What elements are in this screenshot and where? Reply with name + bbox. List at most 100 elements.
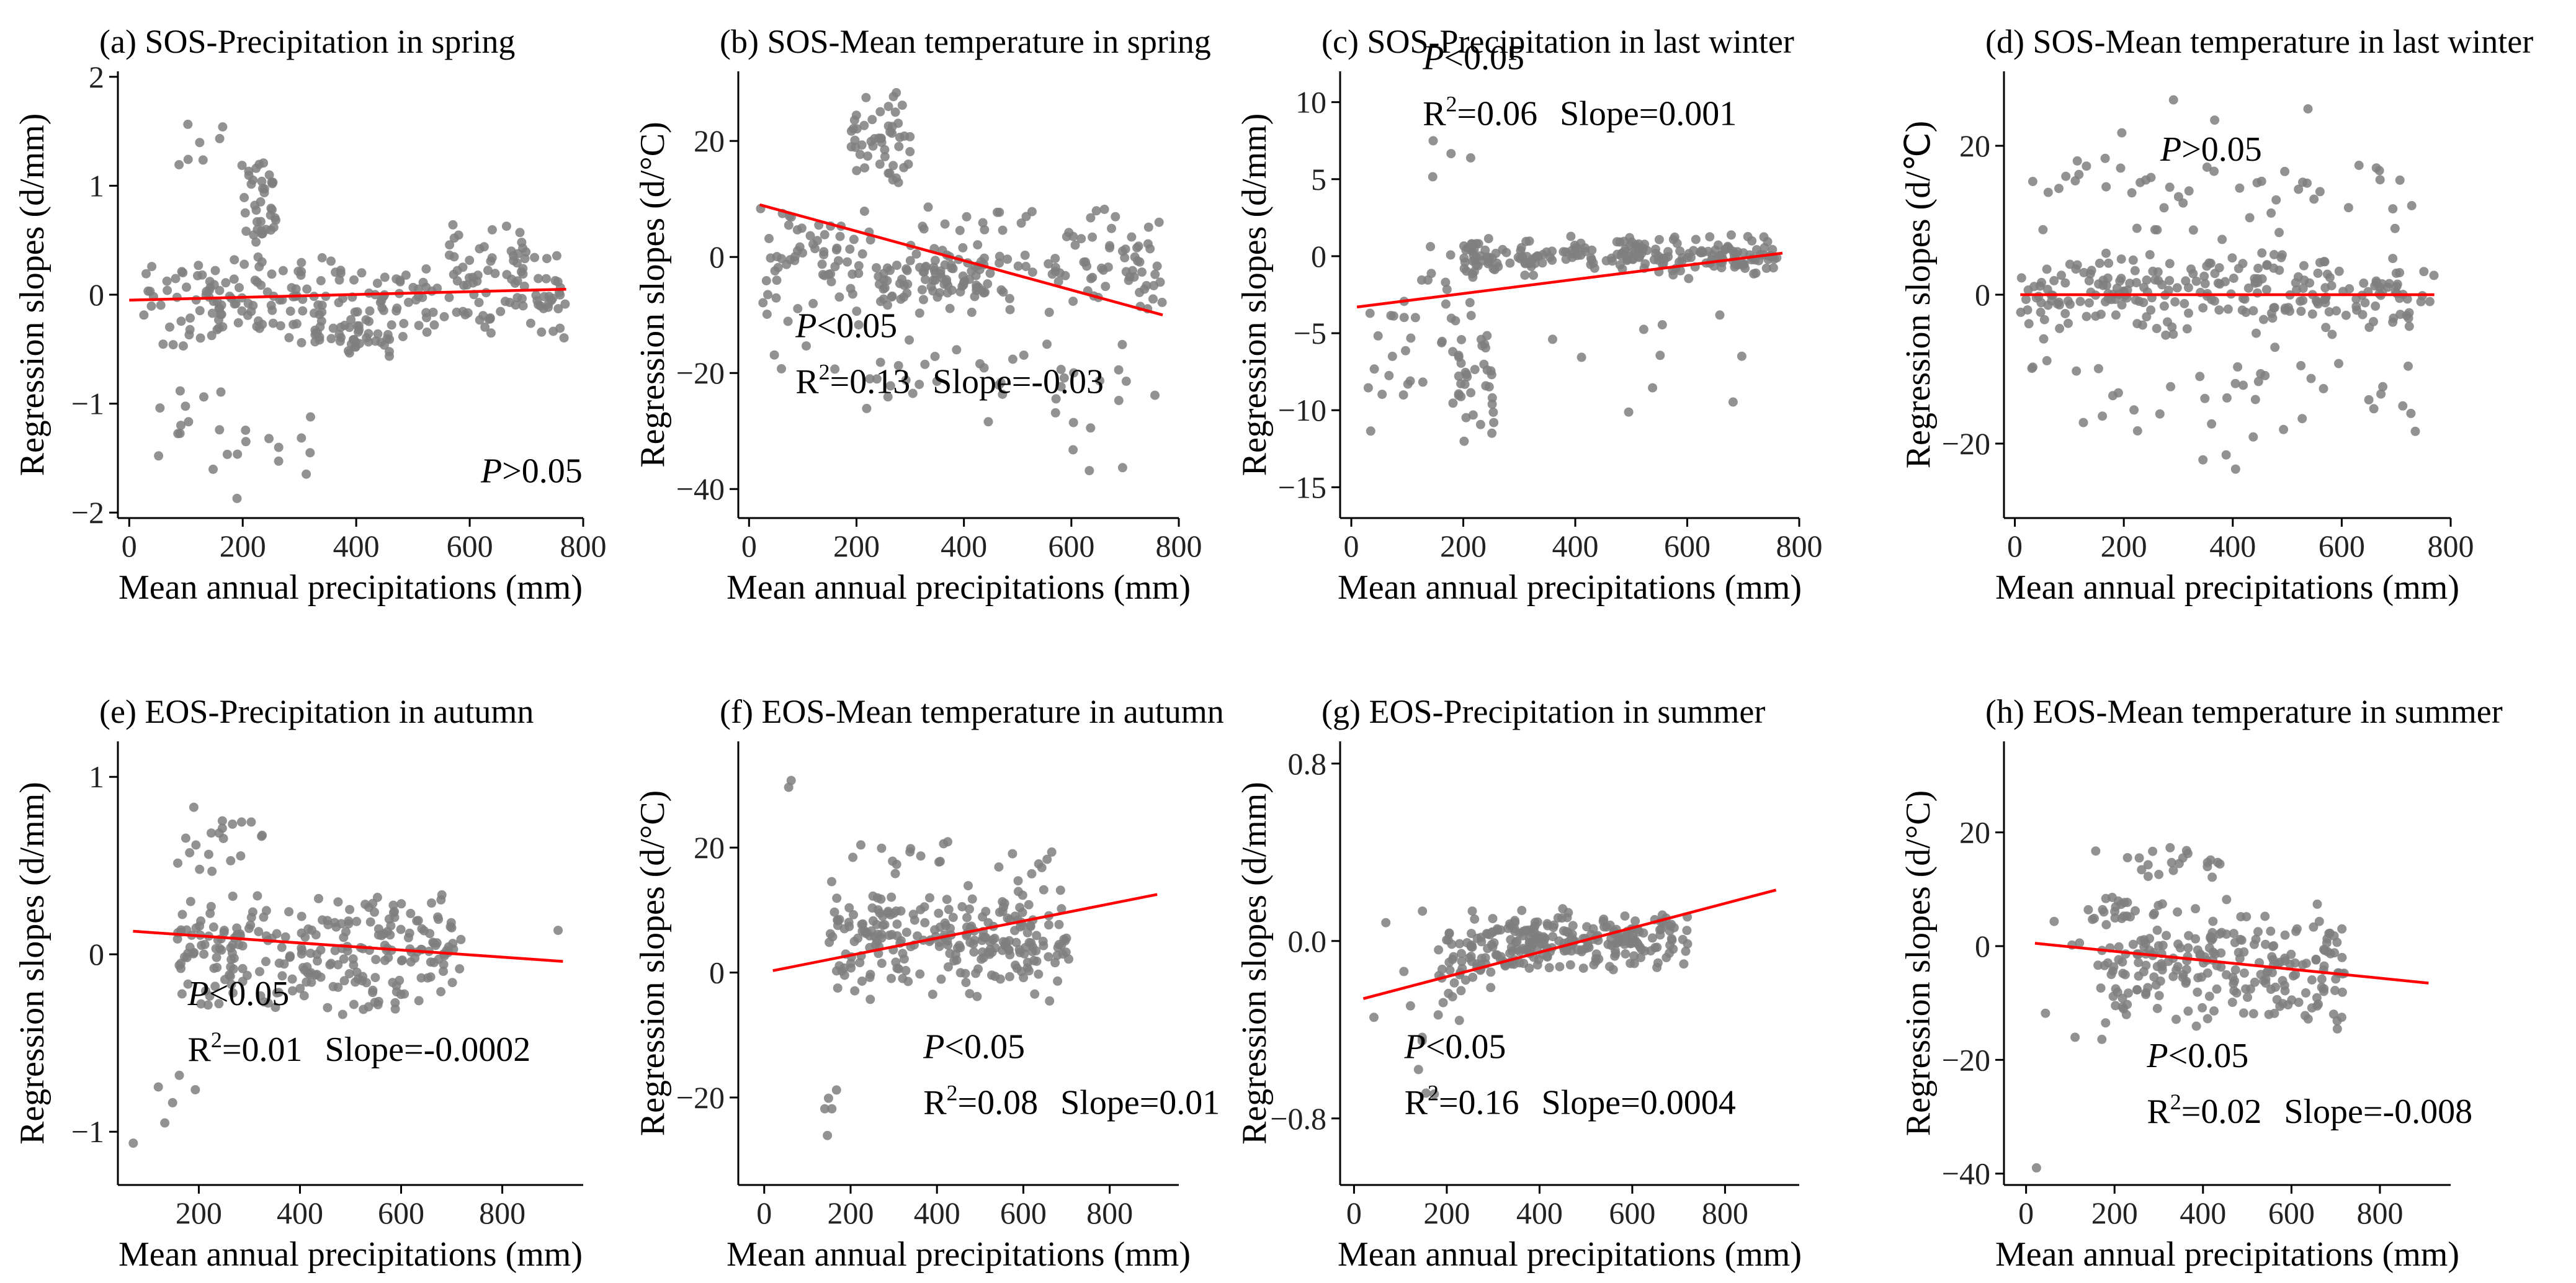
- x-tick-label: 800: [1702, 1196, 1748, 1230]
- x-tick-label: 0: [741, 529, 757, 563]
- data-point: [1446, 250, 1456, 260]
- p-value: <0.05: [817, 306, 898, 345]
- data-point: [237, 161, 247, 171]
- data-point: [338, 1009, 347, 1019]
- data-point: [261, 957, 271, 967]
- data-point: [1030, 989, 1040, 999]
- data-point: [1629, 959, 1639, 968]
- data-point: [2249, 939, 2259, 949]
- p-value: <0.05: [209, 975, 290, 1013]
- data-point: [2285, 959, 2295, 969]
- data-point: [2214, 305, 2224, 315]
- data-point: [264, 434, 274, 444]
- data-point: [1466, 311, 1476, 321]
- data-point: [199, 949, 209, 959]
- data-point: [1441, 277, 1451, 287]
- data-point: [901, 928, 911, 937]
- data-point: [2404, 361, 2413, 371]
- data-point: [428, 307, 438, 317]
- data-point: [1448, 347, 1458, 357]
- data-point: [512, 276, 522, 286]
- data-point: [2088, 914, 2098, 924]
- data-point: [316, 945, 326, 955]
- data-point: [920, 918, 930, 928]
- data-point: [1467, 942, 1477, 952]
- data-point: [1657, 320, 1667, 329]
- data-point: [1068, 445, 1078, 455]
- data-point: [233, 318, 243, 328]
- data-point: [168, 340, 178, 350]
- data-point: [1589, 960, 1599, 970]
- data-point: [2028, 177, 2037, 186]
- data-point: [305, 448, 315, 458]
- data-point: [2287, 995, 2297, 1005]
- data-point: [432, 284, 442, 293]
- data-point: [857, 919, 867, 929]
- data-point: [1457, 335, 1466, 344]
- data-point: [812, 236, 822, 246]
- data-point: [158, 339, 168, 349]
- data-point: [2269, 941, 2279, 950]
- regression-line: [772, 893, 1158, 972]
- data-point: [1082, 261, 1092, 271]
- data-point: [299, 991, 309, 1001]
- data-point: [883, 392, 893, 402]
- data-point: [271, 1003, 280, 1013]
- data-point: [275, 321, 285, 331]
- scatter-points: [2016, 95, 2439, 474]
- data-point: [2253, 264, 2263, 273]
- data-point: [2154, 870, 2164, 879]
- p-symbol: P: [480, 452, 502, 490]
- y-axis-label: Regression slopes (d/℃): [1899, 121, 1938, 469]
- data-point: [890, 107, 900, 117]
- data-point: [1042, 854, 1052, 864]
- x-tick-label: 200: [2091, 1196, 2138, 1230]
- data-point: [2253, 927, 2263, 937]
- r2-prefix: R: [795, 362, 819, 401]
- data-point: [2047, 296, 2057, 306]
- data-point: [887, 892, 897, 902]
- data-point: [2248, 1009, 2258, 1019]
- data-point: [2186, 264, 2196, 274]
- data-point: [834, 292, 844, 302]
- data-point: [217, 816, 227, 826]
- data-point: [406, 908, 416, 918]
- data-point: [1626, 939, 1635, 949]
- data-point: [1462, 369, 1472, 379]
- data-point: [782, 259, 792, 269]
- data-point: [1011, 960, 1020, 970]
- data-point: [1675, 246, 1685, 256]
- data-point: [2216, 962, 2226, 972]
- data-point: [339, 976, 349, 986]
- data-point: [1465, 153, 1475, 163]
- data-point: [1477, 256, 1487, 266]
- x-tick-label: 200: [833, 529, 880, 563]
- data-point: [1010, 911, 1020, 921]
- data-point: [980, 225, 990, 235]
- data-point: [2321, 323, 2331, 333]
- data-point: [802, 341, 811, 351]
- data-point: [1406, 333, 1416, 343]
- data-point: [856, 840, 865, 850]
- data-point: [2266, 208, 2276, 218]
- data-point: [969, 947, 979, 957]
- data-point: [879, 275, 889, 285]
- data-point: [2302, 178, 2312, 188]
- data-point: [2153, 941, 2163, 950]
- data-point: [2021, 295, 2031, 305]
- data-point: [326, 334, 336, 344]
- data-point: [772, 275, 782, 285]
- data-point: [2388, 317, 2398, 327]
- data-point: [1485, 930, 1495, 940]
- data-point: [480, 322, 490, 332]
- data-point: [147, 262, 157, 272]
- data-point: [2202, 163, 2212, 172]
- data-point: [233, 449, 243, 459]
- data-point: [2256, 176, 2266, 186]
- data-point: [1369, 364, 1379, 374]
- data-point: [2274, 228, 2284, 238]
- data-point: [349, 275, 359, 285]
- data-point: [820, 1104, 830, 1114]
- y-tick-label: 0: [709, 955, 725, 990]
- data-point: [2096, 983, 2106, 993]
